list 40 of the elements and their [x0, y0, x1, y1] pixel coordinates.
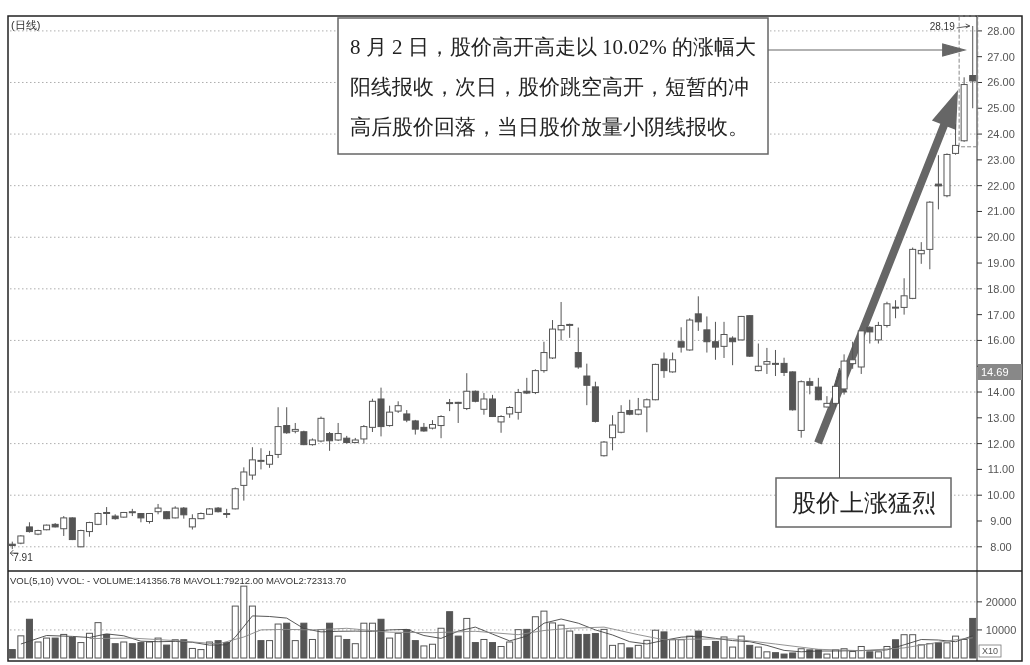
candlestick — [240, 466, 248, 502]
y-tick-label: 18.00 — [987, 282, 1015, 295]
y-tick-label: 19.00 — [987, 257, 1015, 270]
y-tick-label: 27.00 — [987, 50, 1015, 63]
y-tick-label: 25.00 — [987, 102, 1015, 115]
y-tick-label: 12.00 — [987, 437, 1015, 450]
chart-title: (日线) — [11, 19, 41, 31]
y-tick-label: 20000 — [985, 595, 1017, 608]
y-tick-label: 14.00 — [987, 386, 1015, 399]
candlestick — [917, 241, 925, 265]
y-tick-label: 16.00 — [987, 334, 1015, 347]
annotation: 股价上涨猛烈 — [791, 490, 936, 516]
y-tick-label: 28.00 — [987, 24, 1015, 37]
annotation: 28.19 — [929, 21, 956, 32]
candlestick — [952, 123, 960, 156]
y-tick-label: 10.00 — [987, 489, 1015, 502]
y-tick-label: 17.00 — [987, 308, 1015, 321]
y-tick-label: 9.00 — [990, 514, 1012, 527]
y-tick-label: 13.00 — [987, 411, 1015, 424]
annotation: 7.91 — [13, 552, 34, 564]
candlestick — [583, 363, 591, 406]
text: 14.69 — [981, 366, 1009, 378]
y-tick-label: 26.00 — [987, 76, 1015, 89]
y-tick-label: 21.00 — [987, 205, 1015, 218]
candlestick — [754, 343, 762, 372]
annotation: 8 月 2 日，股价高开高走以 10.02% 的涨幅大阳线报收，次日，股价跳空高开，短暂的冲高后股价回落，当日股价放量小阴线报收。 — [350, 35, 756, 139]
y-axis-title: X10 — [981, 646, 999, 656]
line-series — [20, 615, 974, 653]
candlestick — [694, 295, 702, 332]
y-tick-label: 8.00 — [990, 540, 1012, 553]
y-tick-label: 10000 — [985, 623, 1017, 636]
text: VOL(5,10) VVOL: - VOLUME:141356.78 MAVOL1:79212.00 MAVOL2:72313.70 — [10, 575, 347, 586]
y-tick-label: 11.00 — [987, 463, 1015, 476]
candlestick — [231, 486, 239, 510]
y-tick-label: 20.00 — [987, 231, 1015, 244]
y-tick-label: 22.00 — [987, 179, 1015, 192]
y-tick-label: 23.00 — [987, 153, 1015, 166]
candlestick — [574, 327, 582, 370]
y-tick-label: 24.00 — [987, 128, 1015, 141]
line-series — [89, 626, 974, 652]
